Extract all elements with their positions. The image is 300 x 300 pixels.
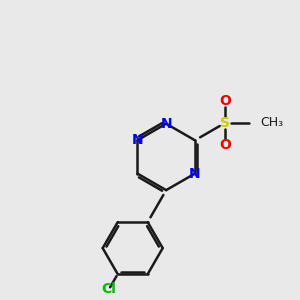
Text: N: N — [132, 133, 143, 147]
Text: N: N — [189, 167, 201, 181]
Text: S: S — [220, 116, 230, 130]
Text: O: O — [219, 138, 231, 152]
Text: Cl: Cl — [101, 282, 116, 296]
Text: CH₃: CH₃ — [260, 116, 283, 130]
Text: N: N — [160, 117, 172, 131]
Text: O: O — [219, 94, 231, 108]
